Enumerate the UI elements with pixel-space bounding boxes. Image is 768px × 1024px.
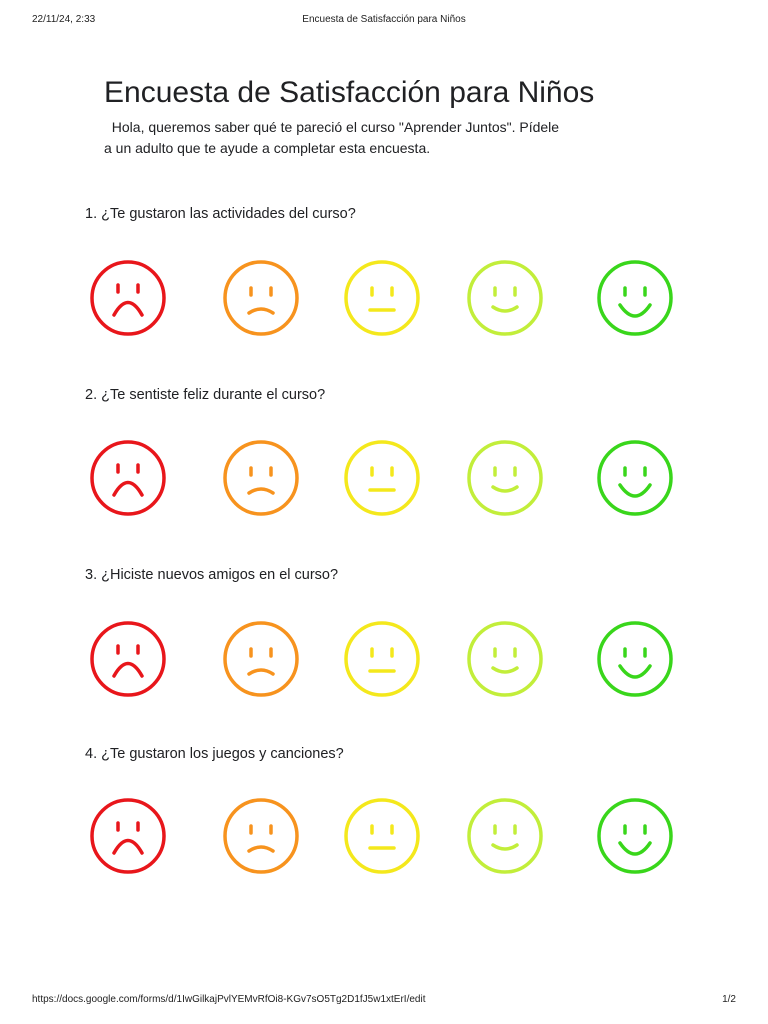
smiling-face-icon[interactable] xyxy=(462,793,548,879)
very-happy-face-icon[interactable] xyxy=(592,435,678,521)
print-url: https://docs.google.com/forms/d/1IwGilka… xyxy=(32,994,426,1005)
sad-face-icon[interactable] xyxy=(218,793,304,879)
sad-face-icon[interactable] xyxy=(218,616,304,702)
very-sad-face-icon[interactable] xyxy=(85,435,171,521)
print-footer: https://docs.google.com/forms/d/1IwGilka… xyxy=(32,994,736,1010)
neutral-face-icon[interactable] xyxy=(339,793,425,879)
print-page-number: 1/2 xyxy=(722,994,736,1005)
form-description: Hola, queremos saber qué te pareció el c… xyxy=(104,117,564,159)
rating-row-question-1 xyxy=(0,255,768,341)
very-sad-face-icon[interactable] xyxy=(85,793,171,879)
form-description-line: a un adulto que te ayude a completar est… xyxy=(104,140,431,156)
very-happy-face-icon[interactable] xyxy=(592,255,678,341)
smiling-face-icon[interactable] xyxy=(462,255,548,341)
neutral-face-icon[interactable] xyxy=(339,435,425,521)
rating-row-question-2 xyxy=(0,435,768,521)
question-3: 3. ¿Hiciste nuevos amigos en el curso? xyxy=(85,567,339,583)
sad-face-icon[interactable] xyxy=(218,255,304,341)
very-sad-face-icon[interactable] xyxy=(85,616,171,702)
smiling-face-icon[interactable] xyxy=(462,616,548,702)
print-document-title: Encuesta de Satisfacción para Niños xyxy=(302,14,466,25)
print-date: 22/11/24, 2:33 xyxy=(32,14,96,25)
form-description-line: Hola, queremos saber qué te pareció el c… xyxy=(104,119,560,135)
rating-row-question-3 xyxy=(0,616,768,702)
very-happy-face-icon[interactable] xyxy=(592,793,678,879)
very-happy-face-icon[interactable] xyxy=(592,616,678,702)
neutral-face-icon[interactable] xyxy=(339,255,425,341)
question-2: 2. ¿Te sentiste feliz durante el curso? xyxy=(85,387,326,403)
print-header: 22/11/24, 2:33 Encuesta de Satisfacción … xyxy=(32,14,736,30)
very-sad-face-icon[interactable] xyxy=(85,255,171,341)
neutral-face-icon[interactable] xyxy=(339,616,425,702)
question-1: 1. ¿Te gustaron las actividades del curs… xyxy=(85,206,356,222)
rating-row-question-4 xyxy=(0,793,768,879)
question-4: 4. ¿Te gustaron los juegos y canciones? xyxy=(85,746,344,762)
form-title: Encuesta de Satisfacción para Niños xyxy=(104,76,595,109)
smiling-face-icon[interactable] xyxy=(462,435,548,521)
sad-face-icon[interactable] xyxy=(218,435,304,521)
